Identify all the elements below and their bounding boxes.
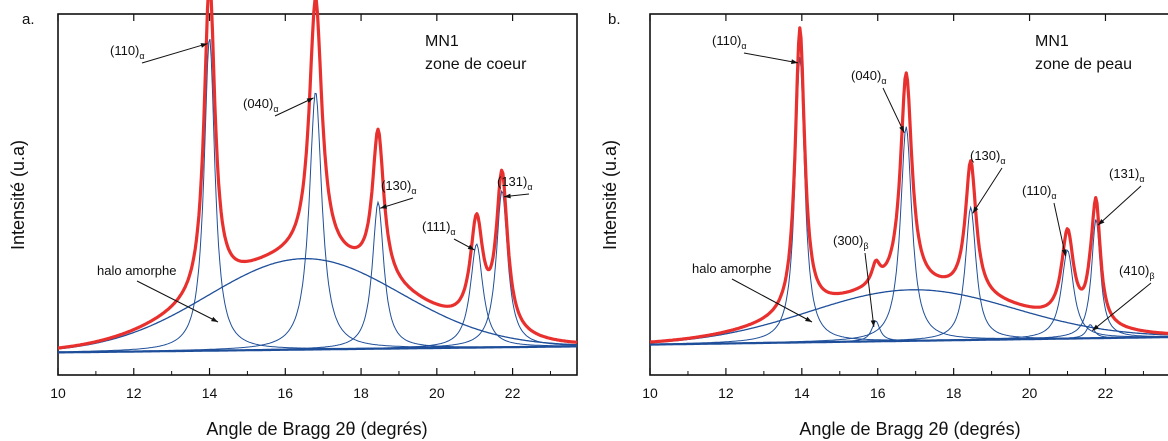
panel-a-x-axis: 10 12 14 16 18 20 22	[50, 14, 551, 401]
peak-arrow-line	[1053, 202, 1067, 257]
peak-label: (300)β	[833, 233, 869, 251]
peak-arrow-head	[870, 320, 876, 327]
peak-component-curve	[58, 243, 577, 353]
peak-label: (110)α	[1022, 183, 1057, 201]
peak-arrow-line	[882, 87, 905, 133]
panel-a-x-label: Angle de Bragg 2θ (degrés)	[206, 419, 427, 439]
peak-arrow-head	[200, 43, 208, 48]
panel-a-info-line-1: MN1	[425, 33, 459, 50]
peak-label: (110)α	[712, 33, 747, 51]
panel-a-letter: a.	[22, 11, 35, 28]
x-tick-label: 14	[794, 385, 810, 401]
peak-label: (131)α	[1109, 166, 1145, 184]
peak-arrow-line	[1091, 282, 1152, 332]
x-tick-label: 16	[870, 385, 886, 401]
x-tick-label: 10	[50, 385, 66, 401]
panel-b-peak-labels: (110)α (300)β (040)α (130)α (110)α (131)α (410…	[692, 33, 1155, 332]
panel-b-info-line-1: MN1	[1035, 33, 1069, 50]
panel-b-y-label: Intensité (u.a)	[600, 140, 620, 250]
peak-arrow-line	[864, 252, 875, 327]
panel-a-info-line-2: zone de coeur	[425, 56, 527, 73]
peak-arrow-head	[972, 206, 979, 214]
peak-arrow-head	[380, 203, 388, 209]
x-tick-label: 18	[946, 385, 962, 401]
peak-arrow-line	[141, 43, 208, 64]
halo-amorphe-curve	[649, 289, 1168, 344]
peak-label: (110)α	[110, 43, 145, 61]
x-tick-label: 14	[202, 385, 218, 401]
panel-b-frame	[649, 13, 1168, 376]
panel-b-x-axis: 10 12 14 16 18 20 22	[642, 14, 1144, 401]
peak-arrow-line	[1097, 185, 1142, 226]
peak-component-curve	[650, 324, 1168, 346]
peak-arrow-head	[791, 59, 798, 65]
x-tick-label: 22	[505, 385, 521, 401]
peak-label: (130)α	[381, 178, 417, 196]
panel-a-peak-labels: (110)α (040)α (130)α (111)α (131)α halo amorp…	[97, 43, 533, 323]
total-intensity-curve	[57, 0, 578, 350]
peak-arrow-line	[743, 52, 799, 64]
x-tick-label: 20	[429, 385, 445, 401]
halo-amorphe-label: halo amorphe	[692, 261, 772, 276]
x-tick-label: 20	[1022, 385, 1038, 401]
peak-component-curve	[58, 92, 577, 353]
x-tick-label: 16	[278, 385, 294, 401]
halo-amorphe-label: halo amorphe	[97, 263, 177, 278]
panel-b: b. 10 12 14 16 18 20 22 (110)α (300)β (040)α (130…	[600, 11, 1168, 439]
panel-a: a. 10 12 14 16 18 20 22 (110)α (040)α (130)α (111…	[8, 0, 578, 439]
peak-arrow-head	[899, 125, 905, 133]
x-tick-label: 12	[718, 385, 734, 401]
halo-arrow-head	[211, 316, 218, 322]
x-tick-label: 22	[1098, 385, 1114, 401]
peak-label: (040)α	[243, 96, 279, 114]
peak-arrow-line	[972, 167, 1003, 214]
peak-arrow-head	[306, 97, 314, 103]
halo-arrow-head	[805, 316, 812, 322]
x-tick-label: 12	[126, 385, 142, 401]
peak-label: (410)β	[1119, 263, 1155, 281]
peak-arrow-head	[467, 244, 475, 251]
x-tick-label: 18	[353, 385, 369, 401]
x-tick-label: 10	[642, 385, 658, 401]
total-intensity-curve	[649, 26, 1168, 344]
peak-arrow-head	[1097, 218, 1105, 226]
panel-b-info-line-2: zone de peau	[1035, 56, 1132, 73]
peak-arrow-head	[1092, 324, 1099, 331]
peak-label: (131)α	[497, 174, 533, 192]
halo-arrow-line	[731, 278, 813, 323]
peak-label: (111)α	[422, 219, 456, 237]
peak-component-curve	[58, 189, 577, 353]
panel-a-y-label: Intensité (u.a)	[8, 140, 28, 250]
panel-b-letter: b.	[608, 11, 621, 28]
peak-arrow-head	[1061, 249, 1067, 257]
panel-b-plot-area	[649, 26, 1168, 346]
peak-label: (040)α	[851, 68, 887, 86]
peak-arrow-head	[503, 193, 511, 199]
halo-arrow-line	[136, 280, 219, 323]
panel-a-plot-area	[57, 0, 578, 354]
halo-amorphe-curve	[57, 258, 577, 350]
panel-b-x-label: Angle de Bragg 2θ (degrés)	[799, 419, 1020, 439]
peak-arrow-line	[274, 97, 314, 117]
peak-label: (130)α	[970, 148, 1006, 166]
